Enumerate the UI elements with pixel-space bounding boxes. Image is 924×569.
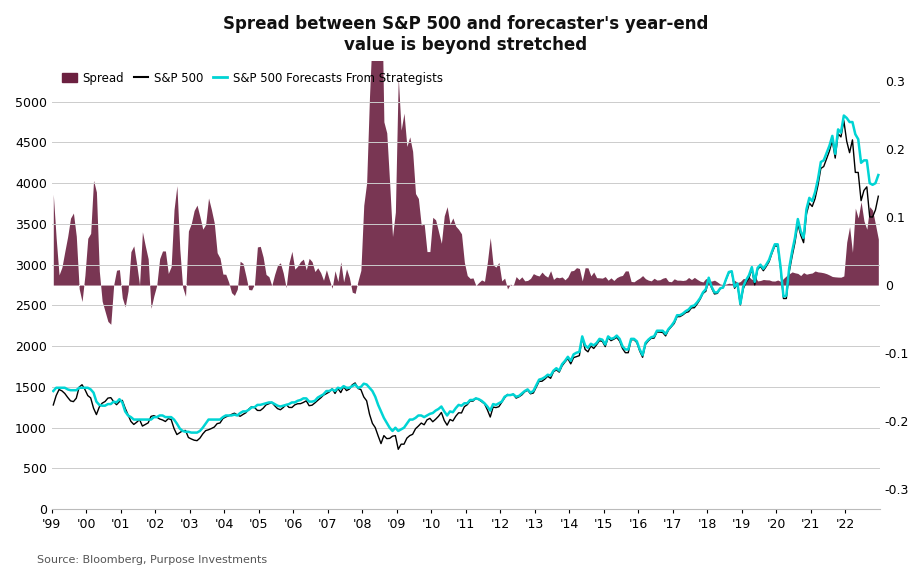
Text: Source: Bloomberg, Purpose Investments: Source: Bloomberg, Purpose Investments	[37, 555, 267, 566]
Title: Spread between S&P 500 and forecaster's year-end
value is beyond stretched: Spread between S&P 500 and forecaster's …	[223, 15, 709, 54]
Legend: Spread, S&P 500, S&P 500 Forecasts From Strategists: Spread, S&P 500, S&P 500 Forecasts From …	[58, 67, 447, 89]
